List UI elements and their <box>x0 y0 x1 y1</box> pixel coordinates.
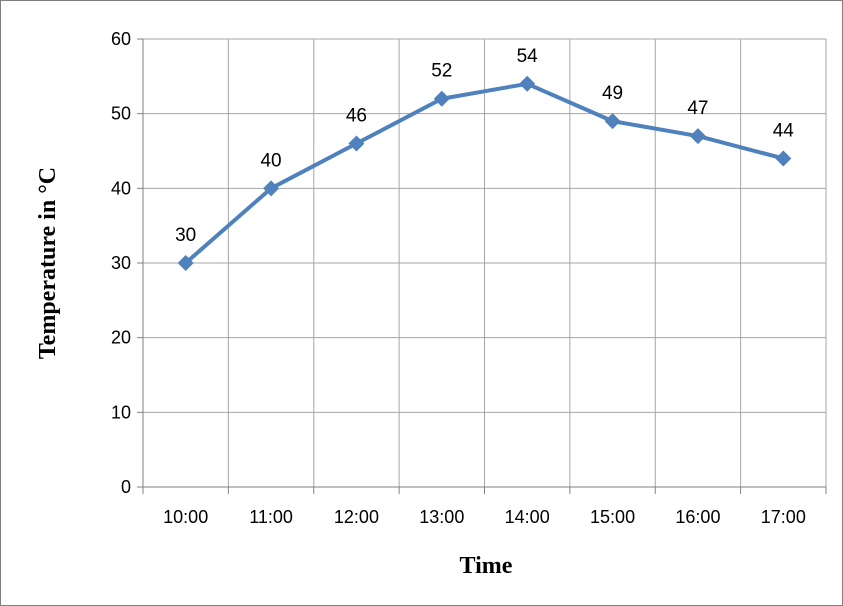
data-point-marker <box>433 90 450 107</box>
x-tick-label: 10:00 <box>163 507 208 527</box>
data-labels: 30 40 46 52 54 49 47 44 <box>175 46 794 246</box>
x-tick-label: 17:00 <box>761 507 806 527</box>
data-point-marker <box>775 150 792 167</box>
y-tick-label: 60 <box>111 29 131 49</box>
data-point-marker <box>519 75 536 92</box>
data-point-marker <box>604 113 621 130</box>
grid-lines <box>143 38 827 487</box>
data-label: 44 <box>773 120 795 141</box>
x-tick-label: 15:00 <box>590 507 635 527</box>
y-tick-label: 10 <box>111 402 131 422</box>
x-tick-label: 12:00 <box>334 507 379 527</box>
y-tick-labels: 0 10 20 30 40 50 60 <box>111 29 131 497</box>
x-tick-label: 11:00 <box>249 507 293 527</box>
x-tick-labels: 10:00 11:00 12:00 13:00 14:00 15:00 16:00 17:00 <box>163 507 806 527</box>
series-temperature <box>177 75 792 271</box>
data-label: 46 <box>346 106 367 127</box>
x-tick-label: 16:00 <box>675 507 720 527</box>
y-tick-label: 30 <box>111 253 131 273</box>
y-axis-title: Temperature in °C <box>35 167 61 359</box>
data-point-marker <box>263 180 280 197</box>
y-tick-label: 40 <box>111 178 131 198</box>
y-tick-label: 20 <box>111 328 131 348</box>
data-label: 52 <box>431 61 452 82</box>
data-point-marker <box>177 255 194 271</box>
data-label: 30 <box>175 225 196 246</box>
data-label: 54 <box>517 46 539 67</box>
data-point-marker <box>689 128 706 145</box>
y-tick-label: 0 <box>121 477 131 497</box>
data-label: 40 <box>260 150 281 171</box>
series-line <box>184 81 784 265</box>
x-tick-label: 14:00 <box>505 507 550 527</box>
data-label: 49 <box>602 83 623 104</box>
x-tick-label: 13:00 <box>419 507 464 527</box>
axes <box>137 38 827 494</box>
data-label: 47 <box>687 98 708 119</box>
x-axis-title: Time <box>460 553 513 579</box>
y-tick-label: 50 <box>111 104 131 124</box>
data-point-marker <box>348 135 365 152</box>
